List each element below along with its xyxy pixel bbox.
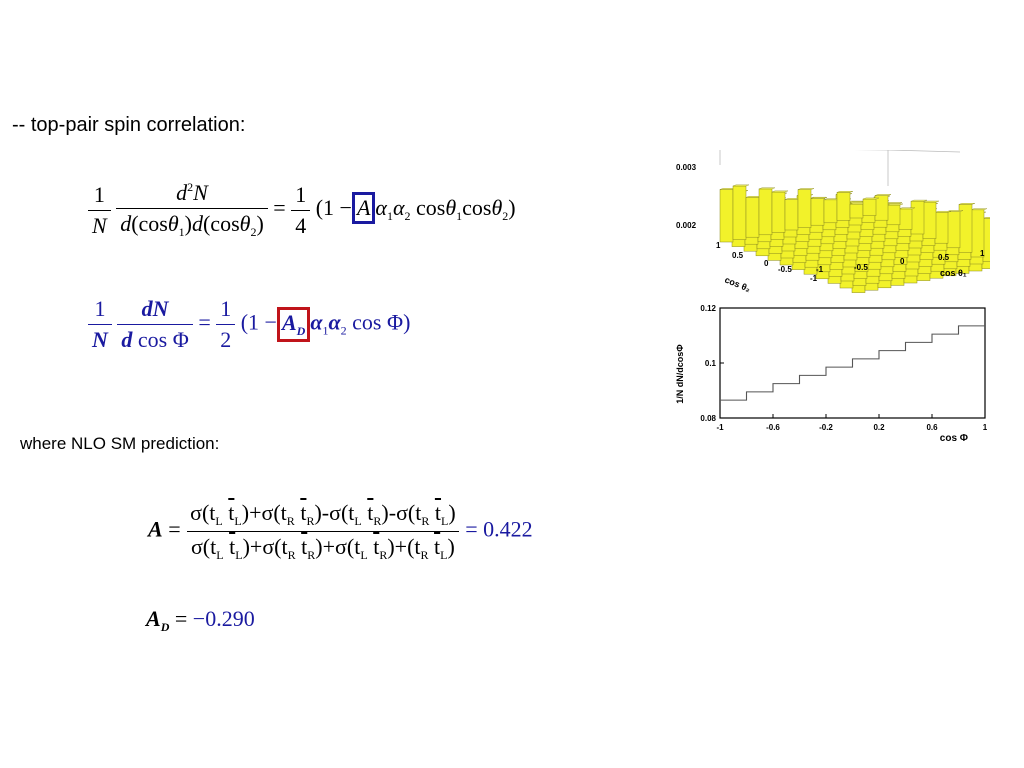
eq4-value: −0.290 — [192, 606, 255, 631]
lego-x-axis-label: cos θ₂ — [723, 275, 752, 294]
x-tick-3: -0.5 — [778, 265, 792, 274]
z-tick-1: 0.002 — [676, 221, 697, 230]
lego-bar — [732, 185, 747, 240]
lego-bar — [823, 199, 838, 224]
y-axis-label: 1/N dN/dcosΦ — [675, 344, 685, 404]
equation-3: A = σ(tL tL)+σ(tR tR)-σ(tL tR)-σ(tR tL) … — [148, 500, 533, 563]
lego-bar — [797, 189, 812, 228]
eq1-frac-derivative: d2N d(cosθ1)d(cosθ2) — [116, 180, 268, 240]
x-tick-1: 0.5 — [732, 251, 744, 260]
lego-bar-top — [934, 211, 952, 213]
eq3-denominator: σ(tL tL)+σ(tR tR)+σ(tL tR)+(tR tL) — [186, 531, 459, 563]
lego-bar-top — [836, 191, 854, 193]
x-tick-label: -0.6 — [766, 423, 780, 432]
eq3-result: = 0.422 — [465, 516, 533, 542]
lego-bar — [745, 197, 760, 238]
eq2-frac-1-over-N: 1 N — [88, 296, 112, 353]
equation-2: 1 N dN d cos Φ = 1 2 (1 − AD α1α2 cos Φ) — [88, 296, 410, 353]
lego-bar-top — [797, 188, 815, 190]
lego-bar-top — [922, 200, 940, 203]
x-axis-label: cos Φ — [940, 433, 968, 444]
lego-bar — [922, 201, 937, 239]
lego-bar-top — [848, 201, 866, 204]
lego-bar-top — [898, 207, 916, 210]
lego-bar — [758, 188, 773, 236]
lego-bar-top — [732, 184, 750, 187]
y-tick-1: -0.5 — [854, 263, 868, 272]
equation-4: AD = −0.290 — [146, 606, 255, 634]
lego-bar-top — [982, 217, 990, 219]
lego-bar — [898, 208, 913, 230]
x-tick-label: -0.2 — [819, 423, 833, 432]
lego-plot-3d: 0.003 0.002 1 0.5 0 -0.5 -1 -1 -0.5 0 0.… — [676, 150, 990, 294]
nlo-caption: where NLO SM prediction: — [20, 434, 220, 453]
eq1-boxed-A: A — [351, 192, 376, 225]
lego-bar — [719, 189, 734, 243]
y-tick-0: -1 — [816, 265, 824, 274]
cosphi-histogram: 1/N dN/dcosΦ cos Φ -1 -0.6 -0.2 0.2 0.6 1 0.12… — [675, 304, 988, 444]
slide-bullet: -- top-pair spin correlation: — [12, 114, 246, 136]
x-tick-2: 0 — [764, 259, 769, 268]
eq2-frac-half: 1 2 — [216, 296, 236, 353]
lego-bars — [719, 184, 990, 293]
lego-bar — [886, 204, 901, 226]
eq1-frac-1-over-N: 1 N — [88, 182, 111, 239]
lego-bar — [958, 204, 973, 253]
eq3-ratio: σ(tL tL)+σ(tR tR)-σ(tL tR)-σ(tR tL) σ(tL… — [186, 500, 460, 563]
lego-box-frame — [719, 150, 961, 186]
eq2-frac-derivative: dN d cos Φ — [117, 296, 193, 353]
y-tick-4: 1 — [980, 249, 985, 258]
x-tick-label: -1 — [716, 423, 724, 432]
lego-bar — [849, 203, 864, 219]
lego-bar — [836, 192, 851, 221]
lego-bar — [862, 198, 877, 216]
z-tick-0: 0.003 — [676, 163, 697, 172]
x-tick-label: 0.6 — [926, 423, 938, 432]
step-series-line — [720, 325, 985, 401]
x-tick-label: 1 — [983, 423, 988, 432]
lego-bar-top — [886, 203, 904, 206]
lego-bar-top — [970, 208, 988, 211]
lego-bar — [910, 200, 925, 235]
lego-bar-top — [958, 203, 976, 205]
x-tick-4: -1 — [810, 274, 818, 283]
lego-bar — [810, 198, 825, 226]
lego-bar — [771, 191, 786, 233]
axes-ticks: -1 -0.6 -0.2 0.2 0.6 1 0.12 0.1 0.08 — [700, 304, 987, 432]
lego-bar — [946, 211, 961, 249]
lego-bar-top — [885, 202, 903, 204]
lego-bar-top — [810, 197, 828, 199]
lego-bar-top — [862, 197, 880, 200]
eq3-numerator: σ(tL tL)+σ(tR tR)-σ(tL tR)-σ(tR tL) — [190, 500, 456, 528]
eq2-boxed-AD: AD — [276, 306, 311, 342]
y-tick-2: 0 — [900, 257, 905, 266]
lego-bar — [934, 212, 949, 244]
lego-bar — [784, 199, 799, 231]
lego-bar — [874, 195, 889, 221]
x-tick-label: 0.2 — [873, 423, 885, 432]
lego-bar-top — [758, 187, 776, 190]
y-tick-3: 0.5 — [938, 253, 950, 262]
lego-y-axis-label: cos θ₁ — [940, 268, 967, 278]
x-tick-0: 1 — [716, 241, 721, 250]
lego-bar-top — [910, 199, 928, 202]
lego-bar-top — [771, 190, 789, 193]
y-tick-label: 0.12 — [700, 304, 716, 313]
eq1-frac-quarter: 1 4 — [291, 182, 311, 239]
y-tick-label: 0.1 — [705, 359, 717, 368]
lego-bar-top — [874, 194, 892, 196]
y-tick-label: 0.08 — [700, 414, 716, 423]
